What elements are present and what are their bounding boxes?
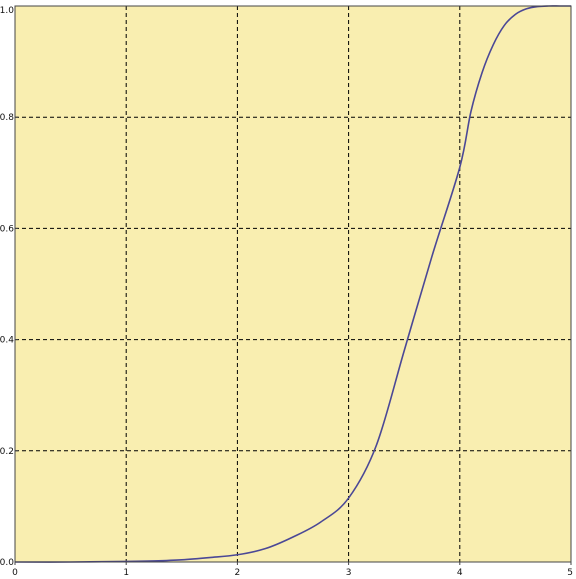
y-axis-ticks: 0.0 0.2 0.4 0.6 0.8 1.0	[0, 5, 18, 568]
x-grid-lines	[125, 6, 461, 562]
x-tick-label: 1	[123, 568, 129, 578]
x-axis-ticks: 0 1 2 3 4 5	[12, 562, 573, 578]
x-tick-label: 0	[12, 568, 18, 578]
series-line	[14, 5, 571, 563]
x-tick-label: 5	[567, 568, 573, 578]
plot-frame	[14, 5, 572, 563]
x-tick-label: 3	[346, 568, 352, 578]
y-tick-label: 0.4	[0, 336, 14, 346]
y-tick-label: 0.0	[0, 558, 14, 568]
y-tick-label: 0.8	[0, 113, 14, 123]
y-tick-label: 0.6	[0, 224, 14, 234]
y-tick-label: 1.0	[0, 6, 14, 16]
y-grid-lines	[15, 116, 571, 452]
plot-background	[15, 6, 571, 562]
y-tick-label: 0.2	[0, 447, 14, 457]
x-tick-label: 2	[235, 568, 241, 578]
x-tick-label: 4	[457, 568, 463, 578]
